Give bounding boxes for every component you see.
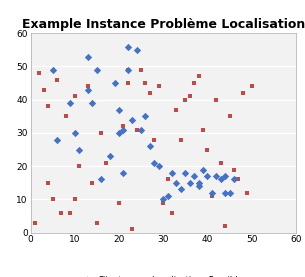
Point	[192, 174, 196, 178]
Point	[134, 127, 139, 132]
Point	[68, 101, 73, 105]
Point	[55, 78, 59, 82]
Point	[121, 124, 126, 129]
Point	[46, 181, 51, 185]
Point	[55, 137, 59, 142]
Point	[161, 201, 166, 205]
Point	[156, 84, 161, 89]
Point	[165, 194, 170, 198]
Point	[41, 88, 46, 92]
Point	[223, 174, 228, 178]
Point	[200, 167, 205, 172]
Point	[218, 161, 223, 165]
Point	[68, 211, 73, 215]
Point	[187, 94, 192, 99]
Point	[174, 181, 179, 185]
Point	[227, 114, 232, 119]
Point	[121, 127, 126, 132]
Point	[125, 81, 130, 85]
Point	[143, 114, 148, 119]
Point	[187, 181, 192, 185]
Point	[178, 137, 183, 142]
Point	[130, 117, 135, 122]
Point	[183, 171, 188, 175]
Point	[108, 154, 113, 158]
Point	[156, 164, 161, 168]
Point	[183, 98, 188, 102]
Point	[174, 107, 179, 112]
Point	[50, 68, 55, 72]
Point	[138, 68, 144, 72]
Point	[117, 201, 121, 205]
Point	[170, 171, 174, 175]
Point	[192, 81, 196, 85]
Point	[90, 181, 95, 185]
Point	[200, 127, 205, 132]
Point	[72, 94, 77, 99]
Point	[152, 161, 157, 165]
Point	[63, 114, 68, 119]
Point	[85, 84, 90, 89]
Point	[72, 131, 77, 135]
Point	[121, 171, 126, 175]
Point	[77, 147, 81, 152]
Point	[147, 144, 152, 148]
Point	[85, 88, 90, 92]
Point	[125, 68, 130, 72]
Point	[236, 177, 241, 182]
Point	[165, 177, 170, 182]
Point	[94, 220, 99, 225]
Point	[90, 101, 95, 105]
Point	[223, 191, 228, 195]
Point	[227, 191, 232, 195]
Point	[223, 224, 228, 228]
Point	[245, 191, 249, 195]
Point	[125, 68, 130, 72]
Point	[85, 54, 90, 59]
Point	[205, 147, 210, 152]
Point	[170, 211, 174, 215]
Point	[103, 161, 108, 165]
Point	[209, 191, 214, 195]
Point	[161, 197, 166, 202]
Point	[214, 98, 219, 102]
Point	[125, 44, 130, 49]
Point	[117, 107, 121, 112]
Title: Example Instance Problème Localisation: Example Instance Problème Localisation	[22, 18, 305, 31]
Point	[130, 227, 135, 232]
Point	[117, 131, 121, 135]
Point	[99, 177, 104, 182]
Point	[152, 137, 157, 142]
Point	[205, 174, 210, 178]
Point	[143, 81, 148, 85]
Point	[134, 48, 139, 52]
Point	[112, 81, 117, 85]
Point	[138, 127, 144, 132]
Point	[249, 84, 254, 89]
Point	[99, 131, 104, 135]
Point	[240, 91, 245, 95]
Point	[46, 104, 51, 109]
Point	[33, 220, 37, 225]
Point	[209, 194, 214, 198]
Point	[77, 164, 81, 168]
Point	[196, 181, 201, 185]
Point	[37, 71, 42, 75]
Point	[231, 177, 236, 182]
Point	[196, 184, 201, 188]
Point	[178, 187, 183, 192]
Legend: Clients, Localisations Possibles: Clients, Localisations Possibles	[75, 273, 251, 277]
Point	[59, 211, 64, 215]
Point	[196, 74, 201, 79]
Point	[231, 167, 236, 172]
Point	[94, 68, 99, 72]
Point	[218, 177, 223, 182]
Point	[72, 197, 77, 202]
Point	[147, 91, 152, 95]
Point	[50, 197, 55, 202]
Point	[214, 174, 219, 178]
